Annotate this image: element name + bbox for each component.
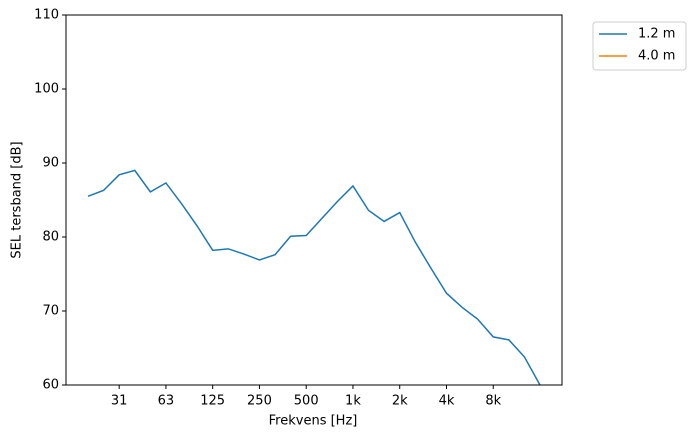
x-tick-label: 125 <box>200 394 225 409</box>
x-tick-label: 8k <box>485 394 501 409</box>
y-tick-label: 60 <box>42 378 59 393</box>
y-axis-label: SEL tersband [dB] <box>10 141 25 258</box>
x-tick-label: 2k <box>392 394 408 409</box>
y-tick-label: 110 <box>34 8 59 23</box>
x-tick-label: 500 <box>294 394 319 409</box>
x-tick-label: 250 <box>247 394 272 409</box>
line <box>87 169 541 385</box>
x-tick-label: 4k <box>439 394 455 409</box>
legend-label: 1.2 m <box>638 27 675 42</box>
x-tick-label: 31 <box>111 394 128 409</box>
y-tick-label: 90 <box>42 156 59 171</box>
y-tick-label: 100 <box>34 82 59 97</box>
x-tick-label: 63 <box>158 394 175 409</box>
y-tick-label: 80 <box>42 230 59 245</box>
plot-frame <box>65 14 563 386</box>
y-tick-label: 70 <box>42 304 59 319</box>
x-axis-label: Frekvens [Hz] <box>269 414 358 429</box>
x-tick-label: 1k <box>345 394 361 409</box>
legend-label: 4.0 m <box>638 49 675 64</box>
